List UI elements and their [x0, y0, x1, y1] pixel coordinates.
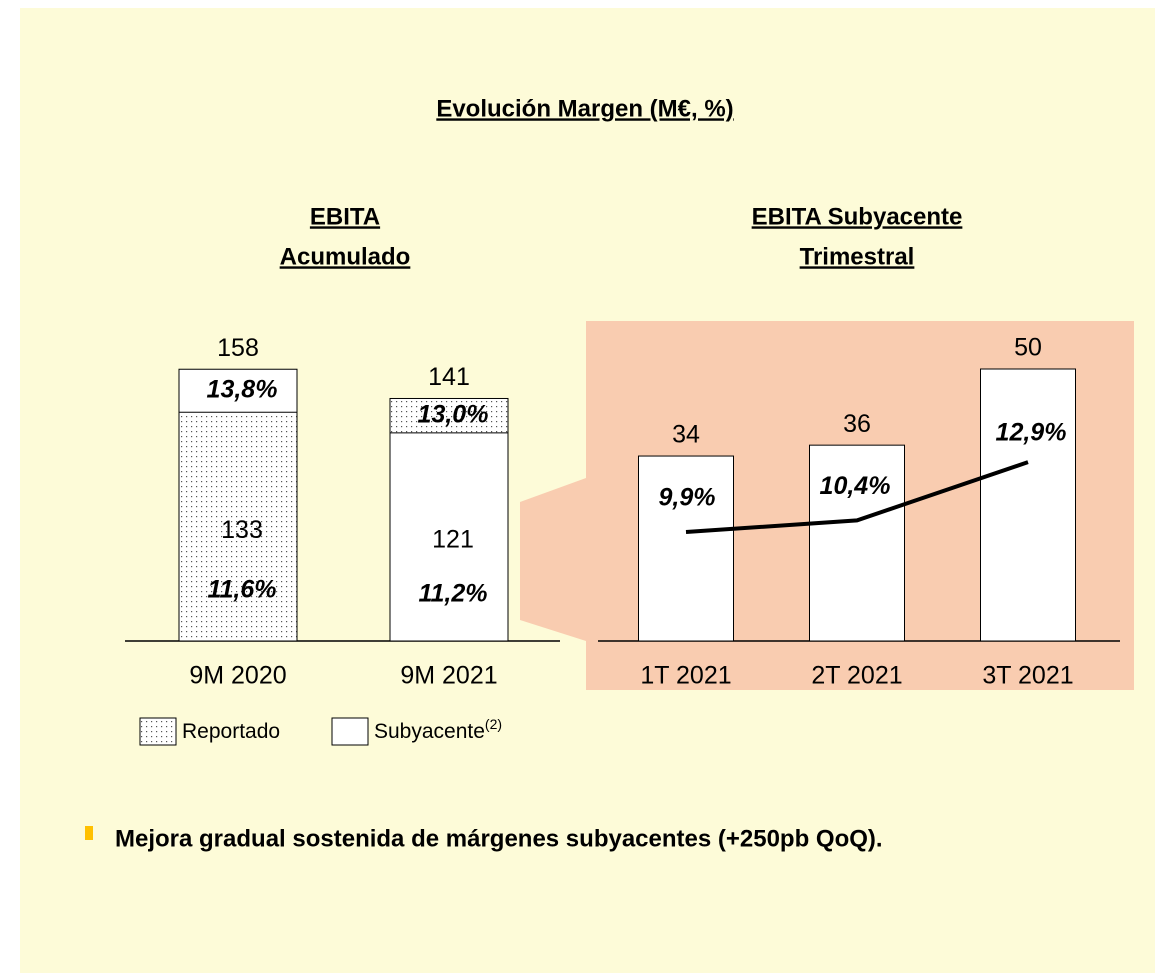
chart-subtitle: Trimestral	[800, 243, 915, 270]
bar	[178, 411, 298, 642]
legend-name: Subyacente	[374, 720, 485, 743]
margin-label: 12,9%	[996, 419, 1067, 447]
bar-value-label: 141	[428, 363, 470, 391]
margin-label: 9,9%	[659, 484, 716, 512]
x-tick-label: 9M 2020	[189, 662, 286, 690]
bar	[980, 368, 1076, 642]
bar	[809, 444, 905, 642]
bar-value-label: 36	[843, 410, 871, 438]
bar	[638, 455, 734, 642]
legend-label: Reportado	[182, 720, 280, 743]
bar-value-label: 121	[432, 526, 474, 554]
x-tick-label: 3T 2021	[982, 662, 1073, 690]
margin-label: 13,8%	[207, 375, 278, 403]
legend-swatch	[139, 717, 177, 746]
legend-name: Reportado	[182, 720, 280, 743]
margin-line	[685, 460, 1029, 535]
x-tick-label: 2T 2021	[811, 662, 902, 690]
bar-value-label: 50	[1014, 334, 1042, 362]
chart-subtitle: EBITA Subyacente	[752, 203, 963, 230]
margin-label: 10,4%	[820, 472, 891, 500]
margin-label: 11,2%	[418, 580, 487, 608]
bar-value-label: 158	[217, 334, 259, 362]
legend-note: (2)	[485, 716, 502, 732]
bullet-marker	[85, 826, 93, 840]
chart-subtitle: EBITA	[310, 203, 380, 230]
x-tick-label: 9M 2021	[400, 662, 497, 690]
bullet-text: Mejora gradual sostenida de márgenes sub…	[115, 825, 883, 852]
bar-value-label: 133	[221, 516, 263, 544]
chart-subtitle: Acumulado	[280, 243, 411, 270]
bar-value-label: 34	[672, 421, 700, 449]
margin-label: 13,0%	[418, 400, 489, 428]
margin-label: 11,6%	[207, 575, 276, 603]
bar	[389, 432, 509, 642]
x-tick-label: 1T 2021	[640, 662, 731, 690]
legend-swatch	[331, 717, 369, 746]
legend-label: Subyacente(2)	[374, 716, 502, 743]
slide-title: Evolución Margen (M€, %)	[436, 95, 733, 122]
connector	[520, 478, 586, 641]
